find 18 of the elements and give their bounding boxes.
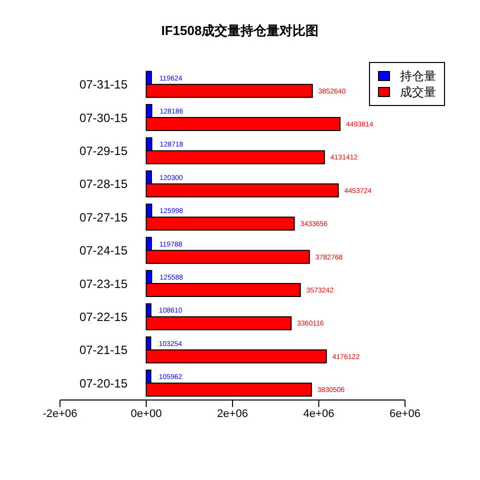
legend-label: 持仓量	[400, 68, 436, 84]
y-tick-label: 07-31-15	[79, 78, 128, 92]
x-tick-label: 0e+00	[130, 408, 162, 420]
chart-title: IF1508成交量持仓量对比图	[160, 22, 320, 40]
y-tick-label: 07-21-15	[79, 343, 128, 358]
y-tick-label: 07-28-15	[79, 177, 128, 192]
x-tick-label: 2e+06	[217, 408, 248, 420]
y-tick-label: 07-24-15	[79, 244, 128, 258]
x-tick-label: 4e+06	[303, 408, 334, 420]
y-tick-label: 07-20-15	[79, 376, 128, 390]
x-tick-label: 6e+06	[390, 408, 420, 420]
x-tick-label: -2e+06	[42, 408, 78, 420]
y-tick-label: 07-30-15	[79, 110, 128, 125]
y-tick-label: 07-29-15	[79, 144, 128, 158]
y-tick-label: 07-23-15	[79, 276, 128, 291]
y-tick-label: 07-27-15	[79, 210, 128, 224]
y-tick-label: 07-22-15	[79, 310, 128, 324]
legend-label: 成交量	[400, 84, 436, 100]
